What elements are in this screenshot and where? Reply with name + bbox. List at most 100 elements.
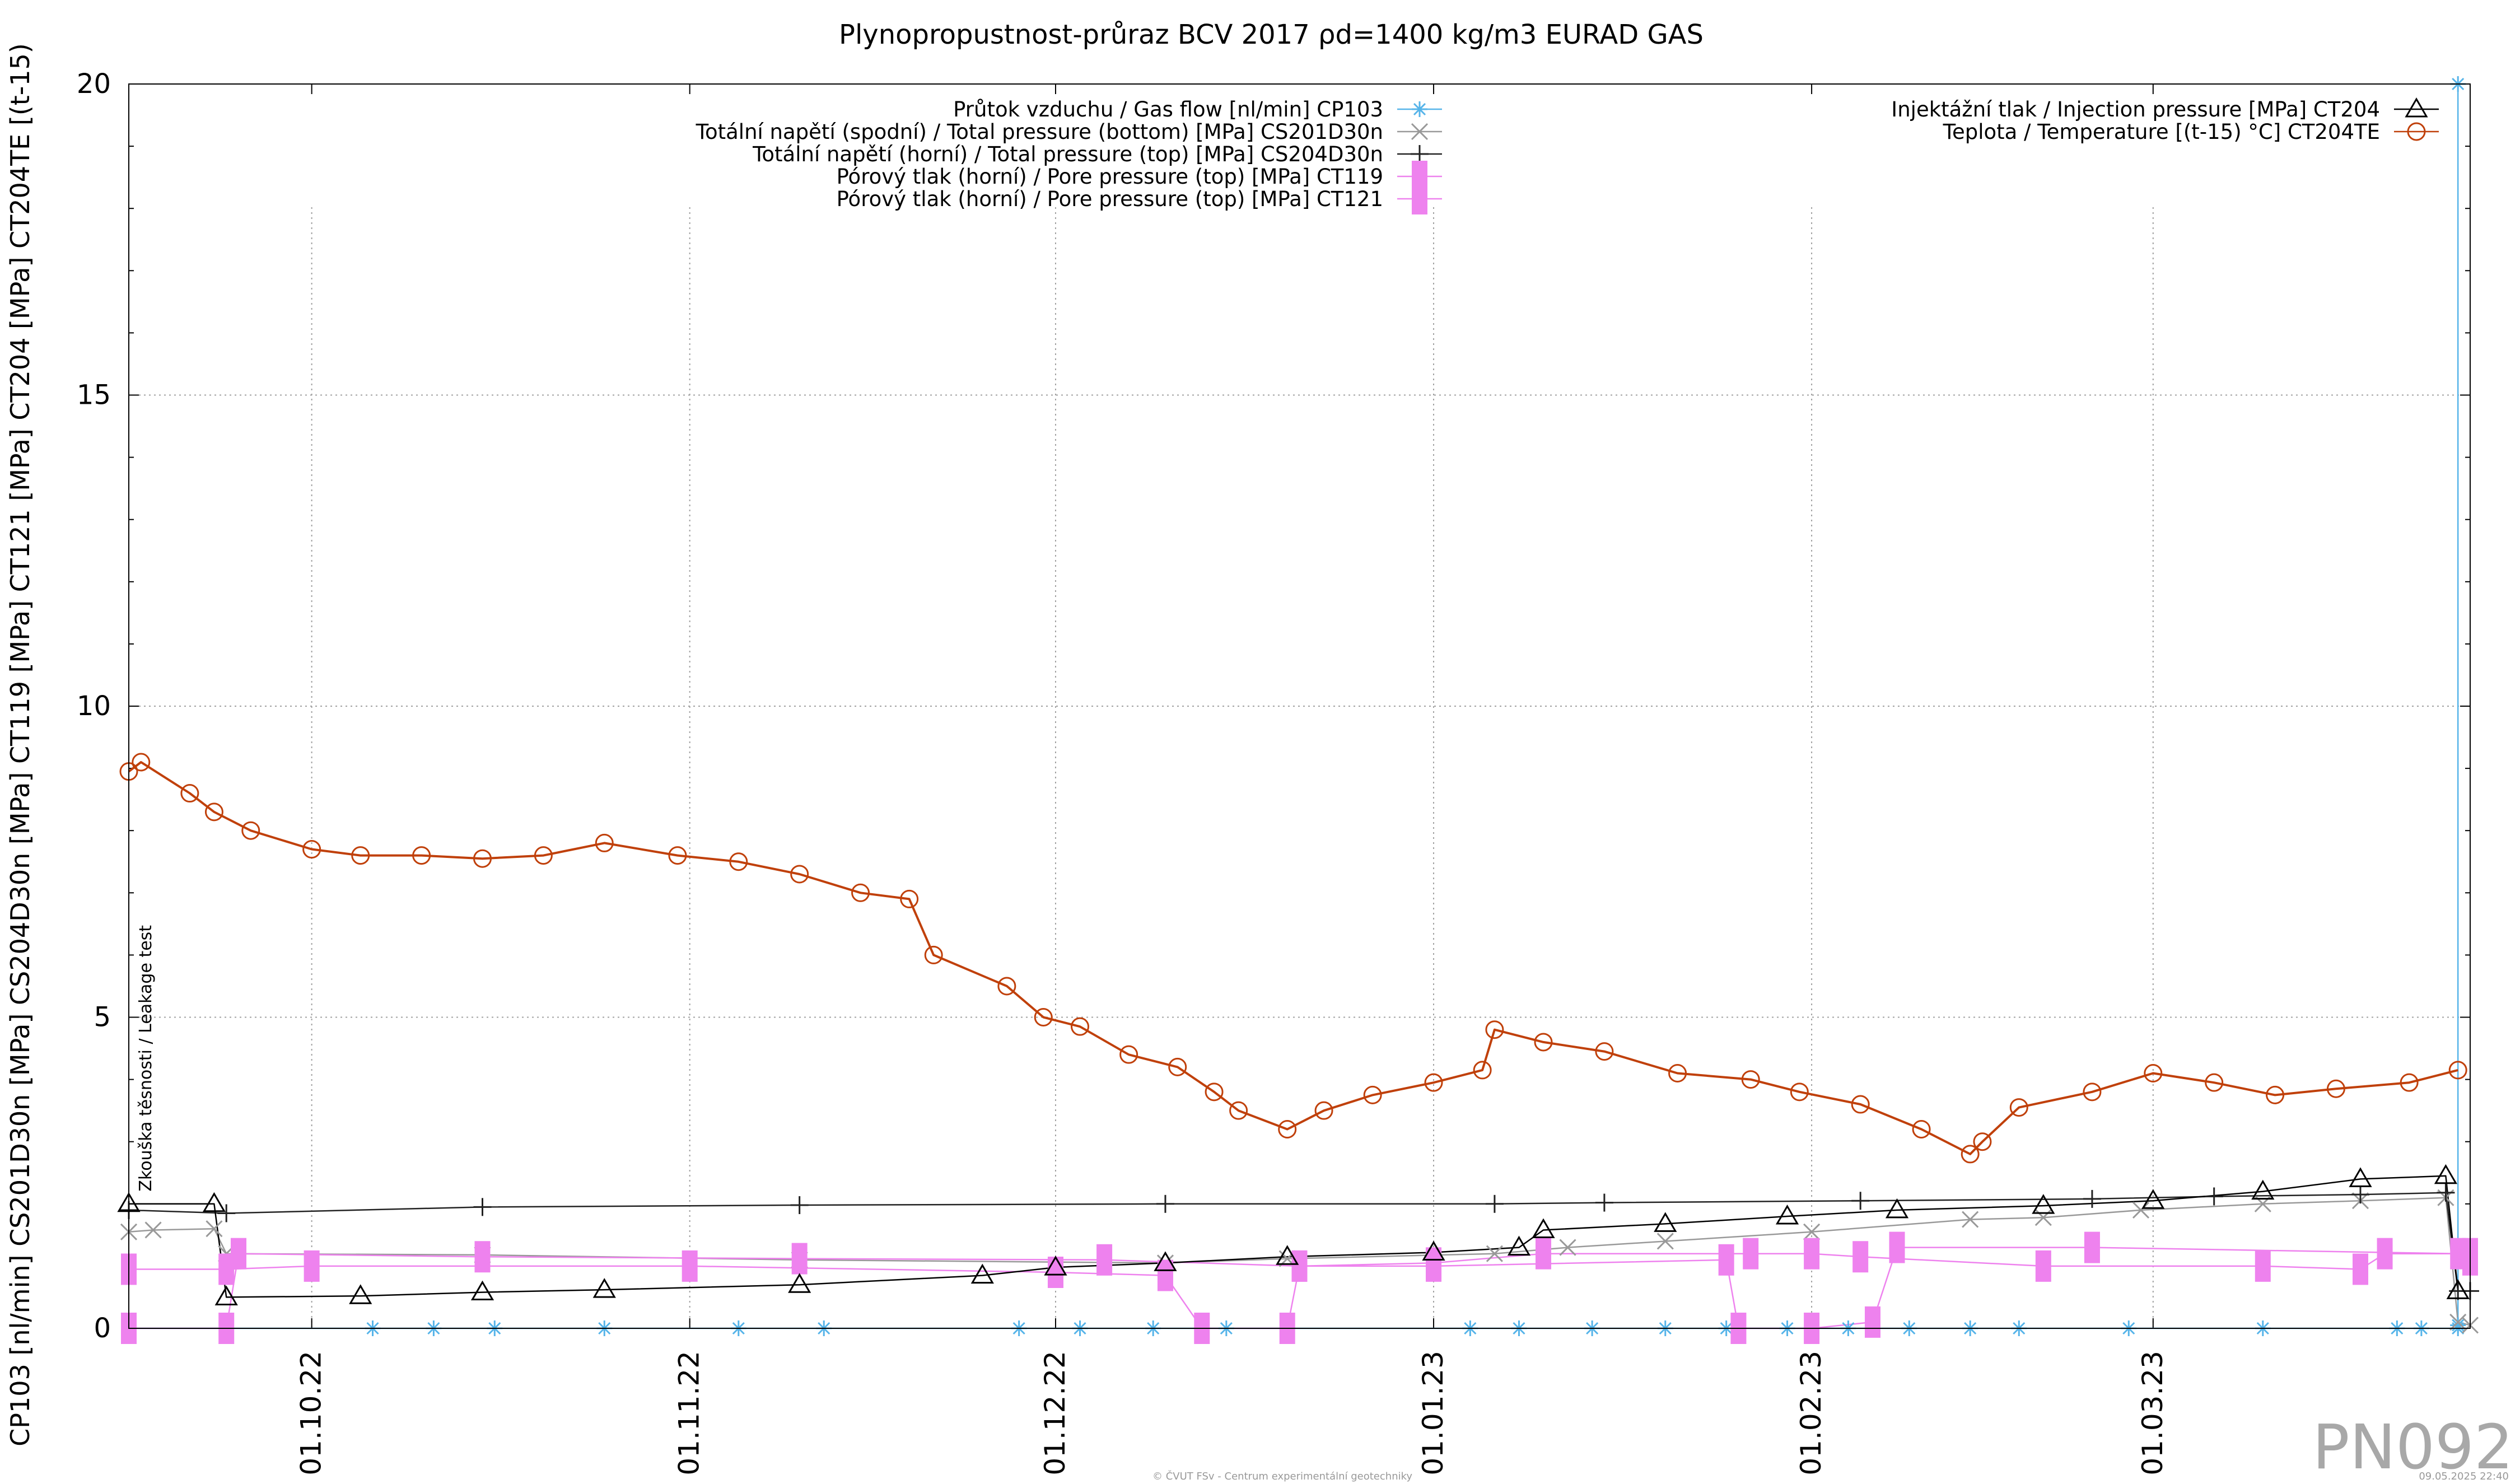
series-6-point bbox=[1314, 1101, 1333, 1120]
series-3-point bbox=[1718, 1244, 1734, 1276]
series-5-point bbox=[1044, 1256, 1067, 1276]
series-2-point bbox=[2437, 1183, 2455, 1202]
series-2-point bbox=[2351, 1186, 2370, 1204]
series-6-point bbox=[924, 945, 943, 964]
series-6-point bbox=[412, 846, 431, 865]
series-5-point bbox=[202, 1192, 226, 1212]
series-4-point bbox=[1743, 1238, 1759, 1270]
series-6-point bbox=[997, 977, 1016, 996]
series-3-point bbox=[2084, 1231, 2100, 1263]
series-6-point bbox=[2205, 1073, 2224, 1092]
series-5-point bbox=[1775, 1205, 1799, 1225]
series-6-point bbox=[668, 846, 687, 865]
series-1-point bbox=[2449, 1313, 2467, 1331]
series-3-point bbox=[682, 1250, 698, 1282]
leakage-test-label: Zkouška těsnosti / Leakage test bbox=[136, 925, 156, 1192]
series-5-point bbox=[1532, 1218, 1555, 1238]
series-0-point bbox=[2450, 1317, 2466, 1333]
series-5-point bbox=[349, 1284, 372, 1304]
series-2-line bbox=[128, 1192, 2470, 1292]
y-axis-ticks: 0 5 10 15 20 bbox=[77, 68, 2470, 1344]
series-5-point bbox=[2251, 1179, 2275, 1200]
series-5-point bbox=[470, 1280, 494, 1301]
series-2-point bbox=[2083, 1189, 2101, 1208]
legend-marker-1 bbox=[1411, 123, 1429, 141]
x-axis-ticks: 01.10.22 01.11.22 01.12.22 01.01.23 01.02.23… bbox=[295, 84, 2169, 1476]
legend-label-5: Injektážní tlak / Injection pressure [MP… bbox=[1891, 97, 2380, 122]
series-6-point bbox=[241, 821, 260, 840]
x-tick-label: 01.10.22 bbox=[295, 1351, 328, 1476]
series-5-point bbox=[1276, 1245, 1299, 1265]
series-5-point bbox=[2032, 1194, 2055, 1214]
series-6-point bbox=[302, 840, 321, 859]
series-1-point bbox=[144, 1221, 162, 1239]
series-6-point bbox=[1034, 1008, 1053, 1026]
data-markers bbox=[117, 76, 2479, 1344]
series-3-point bbox=[1889, 1231, 1905, 1263]
series-4-point bbox=[1804, 1238, 1820, 1270]
series-4-point bbox=[1852, 1241, 1869, 1273]
legend-marker-4 bbox=[1412, 183, 1427, 214]
series-6-point bbox=[1595, 1042, 1614, 1061]
series-6-point bbox=[1363, 1085, 1382, 1104]
series-2-point bbox=[2205, 1187, 2223, 1206]
series-4-point bbox=[474, 1241, 491, 1273]
x-tick-label: 01.12.22 bbox=[1039, 1351, 1071, 1476]
series-1-point bbox=[1803, 1223, 1821, 1240]
series-6-point bbox=[790, 865, 809, 884]
series-2-point bbox=[217, 1204, 236, 1222]
series-6-point bbox=[132, 753, 151, 772]
series-6-point bbox=[204, 802, 223, 822]
series-3-point bbox=[1864, 1306, 1880, 1338]
series-6-point bbox=[595, 833, 614, 852]
series-5-point bbox=[2349, 1167, 2372, 1187]
series-5-point bbox=[2141, 1189, 2165, 1209]
x-tick-label: 01.01.23 bbox=[1417, 1351, 1449, 1476]
legend-marker-2 bbox=[1411, 145, 1429, 163]
series-2-point bbox=[1851, 1192, 1870, 1210]
series-6-point bbox=[1168, 1057, 1187, 1076]
series-6-point bbox=[1424, 1073, 1443, 1092]
legend-right: Injektážní tlak / Injection pressure [MP… bbox=[1891, 97, 2439, 144]
grid-lines bbox=[129, 207, 2470, 1328]
series-6-line bbox=[128, 761, 2458, 1155]
series-6-point bbox=[1534, 1033, 1553, 1052]
series-3-point bbox=[1157, 1259, 1173, 1291]
series-6-point bbox=[2326, 1079, 2345, 1098]
series-6-point bbox=[851, 883, 870, 902]
legend-label-1: Totální napětí (spodní) / Total pressure… bbox=[696, 120, 1383, 144]
series-4-point bbox=[2377, 1238, 2393, 1270]
x-tick-label: 01.02.23 bbox=[1795, 1351, 1827, 1476]
series-6-point bbox=[1741, 1070, 1760, 1089]
x-tick-label: 01.03.23 bbox=[2136, 1351, 2169, 1476]
series-6-point bbox=[2009, 1098, 2028, 1117]
series-1-point bbox=[1486, 1245, 1503, 1262]
series-2-point bbox=[1156, 1194, 1174, 1213]
series-6-point bbox=[180, 784, 199, 803]
series-6-point bbox=[1851, 1095, 1870, 1114]
legend-marker-0 bbox=[1412, 101, 1427, 117]
series-4-point bbox=[2255, 1250, 2271, 1282]
series-6-point bbox=[1119, 1045, 1138, 1064]
series-5-point bbox=[1885, 1198, 1909, 1219]
series-6-point bbox=[1473, 1061, 1492, 1080]
chart-title: Plynopropustnost-průraz BCV 2017 ρd=1400… bbox=[839, 19, 1704, 50]
series-6-point bbox=[1205, 1082, 1224, 1102]
leakage-test-annotation: Zkouška těsnosti / Leakage test bbox=[136, 925, 156, 1192]
series-5-point bbox=[2434, 1164, 2458, 1184]
series-3-line bbox=[129, 1247, 2471, 1329]
series-4-point bbox=[2035, 1250, 2051, 1282]
series-5-point bbox=[970, 1263, 994, 1284]
copyright-label: © ČVUT FSv - Centrum experimentální geot… bbox=[1152, 1470, 1412, 1482]
series-6-point bbox=[2448, 1061, 2467, 1080]
series-4-point bbox=[791, 1243, 808, 1275]
series-1-point bbox=[1559, 1239, 1576, 1256]
series-4-point bbox=[1291, 1250, 1308, 1282]
series-6-point bbox=[2266, 1085, 2285, 1104]
legend-label-0: Průtok vzduchu / Gas flow [nl/min] CP103 bbox=[953, 97, 1383, 122]
plot-id-label: PN092 bbox=[2312, 1411, 2513, 1483]
series-6-point bbox=[1668, 1063, 1687, 1082]
y-tick-label: 0 bbox=[94, 1313, 111, 1344]
